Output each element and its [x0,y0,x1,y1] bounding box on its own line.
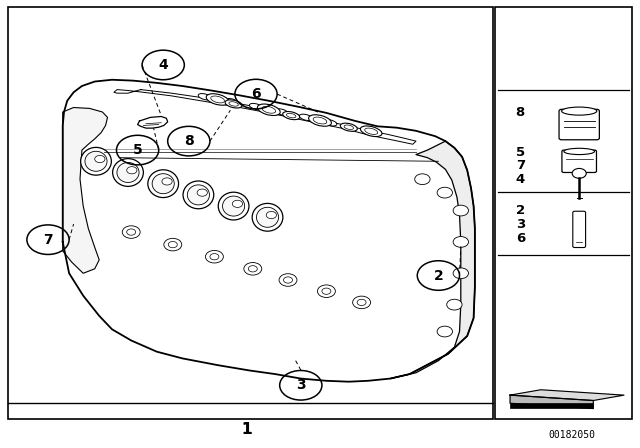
Ellipse shape [283,112,300,120]
FancyBboxPatch shape [573,211,586,247]
Ellipse shape [257,104,280,116]
Ellipse shape [340,123,357,131]
Polygon shape [63,80,475,382]
Circle shape [95,155,105,163]
Text: 3: 3 [296,378,306,392]
Circle shape [317,285,335,297]
Polygon shape [390,141,475,379]
Circle shape [447,299,462,310]
Circle shape [205,250,223,263]
Text: 6: 6 [516,232,525,245]
Ellipse shape [148,170,179,198]
Text: 1: 1 [241,422,252,437]
Circle shape [437,187,452,198]
Polygon shape [510,395,593,409]
Ellipse shape [344,125,353,129]
Text: 00182050: 00182050 [548,431,595,440]
Ellipse shape [252,203,283,231]
Ellipse shape [300,114,312,121]
Ellipse shape [308,115,332,126]
Circle shape [322,288,331,294]
Ellipse shape [229,102,238,106]
Text: 2: 2 [433,268,444,283]
Ellipse shape [562,107,597,115]
Circle shape [122,226,140,238]
Circle shape [572,168,586,178]
Circle shape [279,274,297,286]
Circle shape [437,326,452,337]
Circle shape [453,237,468,247]
Bar [495,7,632,419]
Ellipse shape [225,100,242,108]
Ellipse shape [257,207,278,227]
Ellipse shape [113,159,143,186]
Bar [510,403,593,408]
Circle shape [284,277,292,283]
Ellipse shape [198,94,211,100]
Text: 6: 6 [251,87,261,101]
Text: 3: 3 [516,217,525,231]
Ellipse shape [250,103,262,110]
Circle shape [248,266,257,272]
Ellipse shape [365,128,378,134]
Circle shape [127,229,136,235]
Text: 7: 7 [43,233,53,247]
Circle shape [357,299,366,306]
Circle shape [244,263,262,275]
Ellipse shape [287,113,296,118]
Circle shape [162,178,172,185]
Ellipse shape [85,151,107,171]
Polygon shape [63,108,108,273]
FancyBboxPatch shape [562,150,596,172]
Circle shape [210,254,219,260]
Text: 5: 5 [132,143,143,157]
Bar [8,7,493,419]
Text: 2: 2 [516,204,525,217]
Circle shape [127,167,137,174]
Polygon shape [510,390,624,401]
Text: 1: 1 [241,422,252,437]
Ellipse shape [81,147,111,175]
Text: 8: 8 [516,106,525,120]
Ellipse shape [188,185,209,205]
Ellipse shape [211,96,225,103]
Circle shape [168,241,177,248]
Ellipse shape [152,174,174,194]
Ellipse shape [275,109,288,115]
Text: 7: 7 [516,159,525,172]
Circle shape [164,238,182,251]
Circle shape [453,205,468,216]
Ellipse shape [225,99,238,105]
Text: 4: 4 [158,58,168,72]
Ellipse shape [360,126,382,137]
Ellipse shape [564,148,595,155]
Circle shape [415,174,430,185]
Circle shape [197,189,207,196]
Text: 5: 5 [516,146,525,159]
Ellipse shape [117,163,139,182]
Ellipse shape [313,117,327,124]
Circle shape [453,268,468,279]
Ellipse shape [218,192,249,220]
Text: 4: 4 [516,172,525,186]
Ellipse shape [262,106,276,113]
Ellipse shape [324,120,337,126]
Ellipse shape [206,94,229,105]
FancyBboxPatch shape [559,109,600,140]
Circle shape [232,200,243,207]
Text: 8: 8 [184,134,194,148]
Ellipse shape [183,181,214,209]
Polygon shape [138,116,168,128]
Circle shape [266,211,276,219]
Ellipse shape [223,196,244,216]
Circle shape [353,296,371,309]
